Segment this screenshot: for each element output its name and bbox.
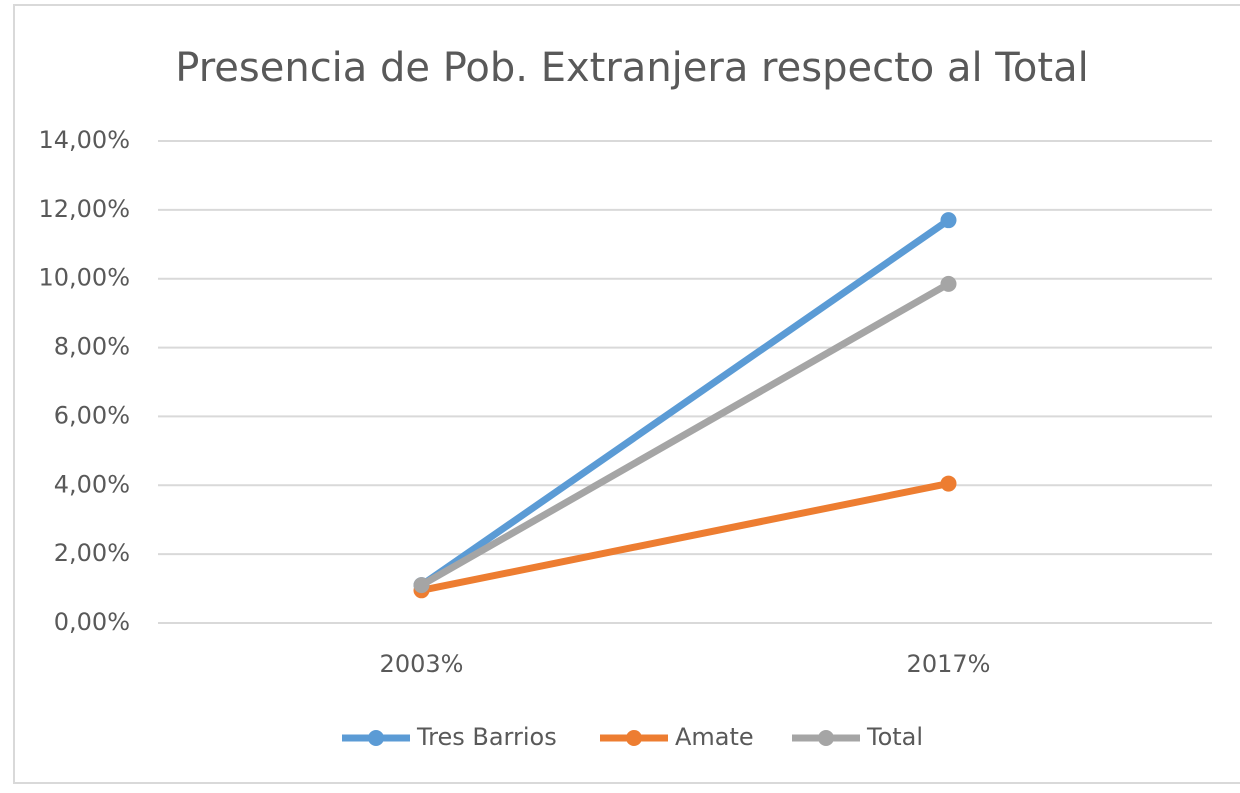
y-tick-label: 4,00%: [54, 470, 130, 498]
y-tick-label: 6,00%: [54, 401, 130, 429]
data-point: [940, 275, 957, 292]
data-point: [940, 475, 957, 492]
chart-title: Presencia de Pob. Extranjera respecto al…: [175, 45, 1088, 91]
legend-marker: [368, 730, 384, 746]
series-line: [418, 216, 952, 589]
legend-marker: [626, 730, 642, 746]
legend-label: Amate: [675, 723, 754, 751]
series-line: [418, 280, 952, 589]
y-tick-label: 2,00%: [54, 539, 130, 567]
x-tick-label: 2003%: [380, 650, 464, 678]
data-point: [413, 577, 430, 594]
y-tick-label: 8,00%: [54, 333, 130, 361]
legend-label: Tres Barrios: [416, 723, 557, 751]
data-point: [940, 212, 957, 229]
y-tick-label: 0,00%: [54, 608, 130, 636]
legend-label: Total: [866, 723, 923, 751]
y-tick-label: 14,00%: [38, 126, 130, 154]
legend-marker: [818, 730, 834, 746]
y-tick-label: 12,00%: [38, 195, 130, 223]
series-line: [418, 480, 952, 594]
x-tick-label: 2017%: [907, 650, 991, 678]
chart-frame: [13, 4, 1240, 784]
y-tick-label: 10,00%: [38, 264, 130, 292]
